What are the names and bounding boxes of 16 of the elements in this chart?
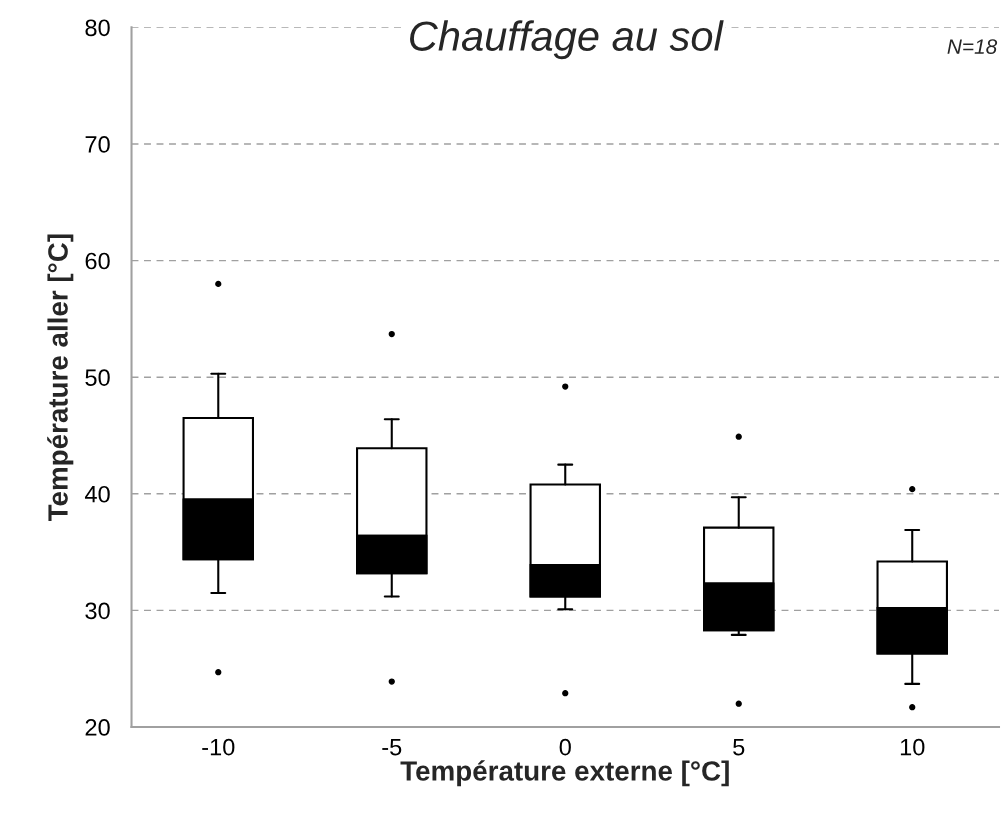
y-tick-label: 50 xyxy=(85,369,110,386)
x-tick-label: -10 xyxy=(202,738,235,756)
y-tick-label: 40 xyxy=(84,485,110,503)
x-tick-label: 5 xyxy=(733,739,745,756)
y-tick-label: 20 xyxy=(85,719,110,736)
x-tick-label: 10 xyxy=(900,738,925,756)
annotation: N=18 xyxy=(947,39,998,54)
chart-title: Chauffage au sol xyxy=(410,20,724,60)
y-tick-label: 60 xyxy=(85,252,110,270)
y-axis-title: Température aller [°C] xyxy=(47,234,74,522)
x-tick-label: 0 xyxy=(559,738,571,756)
x-tick-label: -5 xyxy=(382,739,402,756)
y-tick-label: 80 xyxy=(85,19,110,37)
y-tick-label: 30 xyxy=(85,602,110,620)
y-tick-label: 70 xyxy=(85,136,110,153)
x-axis-title: Température externe [°C] xyxy=(400,760,729,787)
